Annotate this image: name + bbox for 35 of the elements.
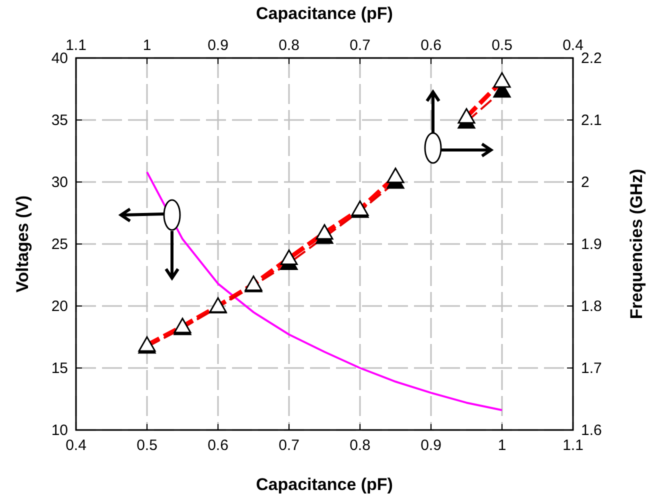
y2-tick-label: 1.6 [581, 422, 602, 439]
y2-axis-title: Frequencies (GHz) [627, 168, 646, 320]
x2-tick-label: 1 [142, 37, 152, 54]
x-tick-label: 1.1 [562, 437, 584, 454]
x2-tick-label: 0.8 [278, 37, 300, 54]
x2-tick-label: 0.9 [208, 37, 228, 54]
y-tick-label: 10 [51, 422, 68, 439]
y2-tick-label: 1.8 [581, 298, 602, 315]
x-axis-title: Capacitance (pF) [256, 475, 393, 494]
y-tick-label: 25 [51, 236, 68, 253]
y-tick-label: 15 [51, 360, 68, 377]
y-tick-label: 30 [51, 174, 68, 191]
y-axis-title: Voltages (V) [13, 196, 32, 292]
x2-tick-label: 0.7 [350, 37, 370, 54]
x-tick-label: 0.6 [208, 437, 228, 454]
x-tick-label: 1 [498, 437, 506, 454]
y2-tick-label: 1.9 [581, 236, 602, 253]
line-series [146, 171, 503, 412]
y2-tick-label: 2.1 [581, 112, 602, 129]
x2-tick-label: 0.6 [420, 37, 442, 54]
y-tick-label: 20 [51, 298, 68, 315]
x-tick-label: 0.8 [350, 437, 370, 454]
y2-tick-label: 2 [581, 174, 590, 191]
y-tick-label: 40 [51, 50, 68, 67]
y2-tick-label: 2.2 [581, 50, 602, 67]
x2-tick-label: 0.4 [562, 37, 584, 54]
y2-tick-label: 1.7 [581, 360, 602, 377]
x-tick-label: 0.4 [66, 437, 86, 454]
y-tick-label: 35 [51, 112, 68, 129]
x-tick-label: 0.7 [278, 437, 300, 454]
x-tick-label: 0.5 [136, 437, 158, 454]
x-tick-label: 0.9 [420, 437, 442, 454]
x2-axis-title: Capacitance (pF) [256, 4, 393, 23]
x2-tick-label: 0.5 [492, 37, 512, 54]
x2-tick-label: 1.1 [66, 37, 86, 54]
